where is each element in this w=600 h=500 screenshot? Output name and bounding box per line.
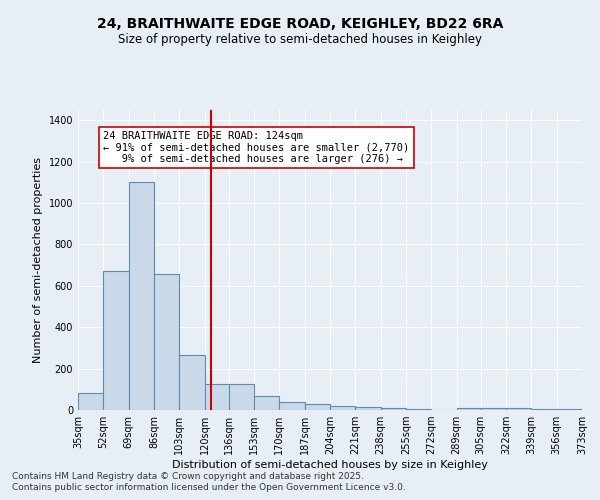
Bar bbox=[406, 409, 431, 410]
Bar bbox=[532, 409, 557, 410]
Text: Contains HM Land Registry data © Crown copyright and database right 2025.: Contains HM Land Registry data © Crown c… bbox=[12, 472, 364, 481]
Bar bbox=[179, 355, 205, 410]
Bar bbox=[355, 407, 380, 410]
Bar bbox=[380, 408, 406, 410]
Y-axis label: Number of semi-detached properties: Number of semi-detached properties bbox=[33, 157, 43, 363]
Text: 24 BRAITHWAITE EDGE ROAD: 124sqm
← 91% of semi-detached houses are smaller (2,77: 24 BRAITHWAITE EDGE ROAD: 124sqm ← 91% o… bbox=[103, 130, 410, 164]
Bar bbox=[254, 396, 280, 410]
Text: 24, BRAITHWAITE EDGE ROAD, KEIGHLEY, BD22 6RA: 24, BRAITHWAITE EDGE ROAD, KEIGHLEY, BD2… bbox=[97, 18, 503, 32]
Bar bbox=[78, 394, 103, 410]
Bar bbox=[280, 402, 305, 410]
Bar bbox=[457, 408, 482, 410]
Bar bbox=[154, 274, 179, 410]
Bar bbox=[128, 182, 154, 410]
Bar bbox=[330, 406, 355, 410]
Bar bbox=[229, 384, 254, 410]
Bar bbox=[205, 384, 230, 410]
Bar bbox=[481, 408, 506, 410]
Bar bbox=[557, 409, 582, 410]
Text: Contains public sector information licensed under the Open Government Licence v3: Contains public sector information licen… bbox=[12, 484, 406, 492]
Bar bbox=[305, 404, 330, 410]
Bar bbox=[506, 408, 532, 410]
X-axis label: Distribution of semi-detached houses by size in Keighley: Distribution of semi-detached houses by … bbox=[172, 460, 488, 470]
Text: Size of property relative to semi-detached houses in Keighley: Size of property relative to semi-detach… bbox=[118, 32, 482, 46]
Bar bbox=[103, 272, 128, 410]
